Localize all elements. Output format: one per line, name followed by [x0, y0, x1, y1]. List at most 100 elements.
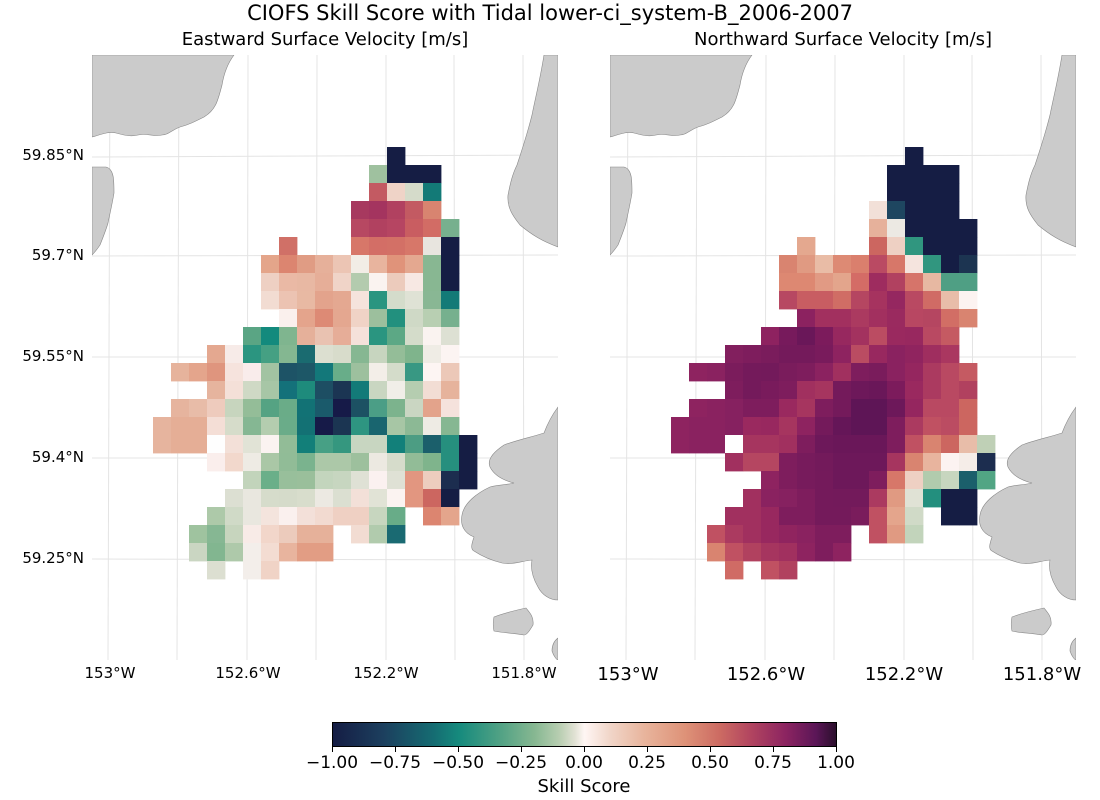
x-tick-label: 153°W: [597, 664, 659, 685]
skill-cell: [279, 327, 298, 346]
skill-cell: [833, 471, 852, 490]
skill-cell: [689, 435, 708, 454]
skill-cell: [977, 435, 996, 454]
skill-cell: [153, 417, 172, 436]
y-tick-label: 59.85°N: [22, 146, 84, 164]
skill-cell: [941, 381, 960, 400]
skill-cell: [941, 255, 960, 274]
skill-cell: [207, 507, 226, 526]
skill-cell: [243, 435, 262, 454]
skill-cell: [315, 453, 334, 472]
skill-cell: [297, 543, 316, 562]
skill-cell: [977, 471, 996, 490]
skill-cell: [207, 453, 226, 472]
skill-cell: [869, 237, 888, 256]
skill-cell: [797, 291, 816, 310]
skill-cell: [315, 381, 334, 400]
skill-cell: [779, 561, 798, 580]
skill-cell: [351, 417, 370, 436]
skill-cell: [333, 489, 352, 508]
skill-cell: [405, 165, 424, 184]
skill-cell: [153, 435, 172, 454]
skill-cell: [441, 345, 460, 364]
skill-cell: [387, 345, 406, 364]
skill-cell: [833, 273, 852, 292]
colorbar-tick-label: −0.75: [368, 753, 422, 773]
skill-cell: [887, 219, 906, 238]
skill-cell: [189, 525, 208, 544]
skill-cell: [833, 255, 852, 274]
skill-cell: [887, 489, 906, 508]
skill-cell: [189, 363, 208, 382]
skill-cell: [869, 255, 888, 274]
skill-cell: [261, 399, 280, 418]
skill-cell: [851, 399, 870, 418]
skill-cell: [815, 489, 834, 508]
skill-cell: [833, 291, 852, 310]
skill-cell: [707, 399, 726, 418]
skill-cell: [261, 471, 280, 490]
skill-cell: [297, 453, 316, 472]
skill-cell: [243, 363, 262, 382]
skill-cell: [279, 507, 298, 526]
skill-cell: [405, 237, 424, 256]
skill-cell: [297, 471, 316, 490]
skill-cell: [887, 471, 906, 490]
skill-cell: [441, 237, 460, 256]
skill-cell: [761, 345, 780, 364]
skill-cell: [851, 345, 870, 364]
skill-cell: [761, 381, 780, 400]
skill-cell: [923, 219, 942, 238]
skill-cell: [207, 345, 226, 364]
skill-cell: [797, 309, 816, 328]
skill-cell: [959, 471, 978, 490]
skill-cell: [941, 273, 960, 292]
skill-cell: [779, 255, 798, 274]
skill-cell: [743, 417, 762, 436]
skill-cell: [797, 399, 816, 418]
skill-cell: [923, 273, 942, 292]
skill-cell: [725, 543, 744, 562]
skill-cell: [797, 507, 816, 526]
skill-cell: [369, 237, 388, 256]
skill-cell: [351, 453, 370, 472]
skill-cell: [297, 291, 316, 310]
skill-cell: [851, 453, 870, 472]
skill-cell: [905, 453, 924, 472]
skill-cell: [261, 507, 280, 526]
skill-cell: [369, 291, 388, 310]
skill-cell: [743, 345, 762, 364]
skill-cell: [905, 255, 924, 274]
skill-cell: [369, 309, 388, 328]
skill-cell: [405, 291, 424, 310]
skill-cell: [743, 435, 762, 454]
skill-cell: [815, 471, 834, 490]
skill-cell: [941, 435, 960, 454]
skill-cell: [923, 165, 942, 184]
skill-cell: [441, 219, 460, 238]
skill-cell: [923, 417, 942, 436]
skill-cell: [423, 381, 442, 400]
skill-cell: [333, 453, 352, 472]
skill-cell: [905, 417, 924, 436]
skill-cell: [423, 417, 442, 436]
skill-cell: [707, 543, 726, 562]
skill-cell: [923, 381, 942, 400]
skill-cell: [261, 255, 280, 274]
skill-cell: [441, 471, 460, 490]
skill-cell: [815, 291, 834, 310]
skill-cell: [905, 219, 924, 238]
skill-cell: [351, 219, 370, 238]
skill-cell: [887, 327, 906, 346]
skill-cell: [851, 471, 870, 490]
skill-cell: [959, 273, 978, 292]
skill-cell: [941, 165, 960, 184]
skill-cell: [923, 255, 942, 274]
skill-cell: [207, 363, 226, 382]
skill-cell: [423, 363, 442, 382]
skill-cell: [405, 453, 424, 472]
skill-cell: [243, 417, 262, 436]
skill-cell: [815, 273, 834, 292]
skill-cell: [279, 399, 298, 418]
skill-cell: [815, 255, 834, 274]
